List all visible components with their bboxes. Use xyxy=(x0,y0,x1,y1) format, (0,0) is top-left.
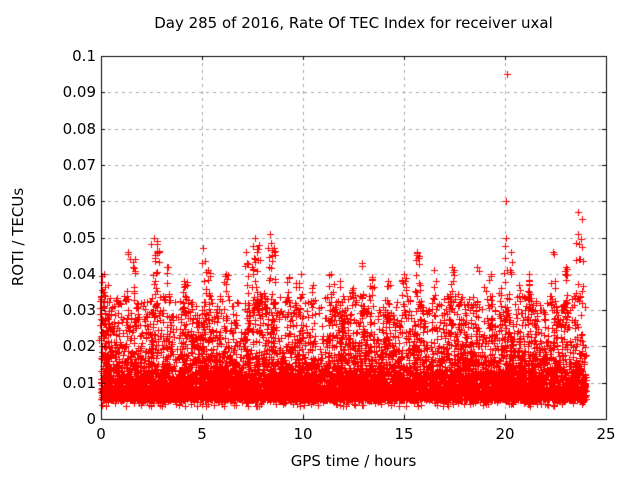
x-tick-label: 15 xyxy=(394,425,414,443)
y-tick-label: 0.05 xyxy=(62,229,96,247)
x-axis-label: GPS time / hours xyxy=(290,452,417,470)
x-tick-label: 10 xyxy=(293,425,313,443)
y-tick-label: 0.06 xyxy=(62,192,96,210)
chart-title: Day 285 of 2016, Rate Of TEC Index for r… xyxy=(154,14,553,32)
x-tick-label: 5 xyxy=(197,425,207,443)
y-tick-label: 0.02 xyxy=(62,337,96,355)
y-tick-label: 0.04 xyxy=(62,265,96,283)
y-tick-label: 0.1 xyxy=(72,47,96,65)
y-tick-label: 0.07 xyxy=(62,156,96,174)
y-tick-label: 0.09 xyxy=(62,83,96,101)
x-tick-label: 0 xyxy=(96,425,106,443)
y-tick-label: 0.01 xyxy=(62,374,96,392)
x-tick-label: 25 xyxy=(596,425,616,443)
y-tick-label: 0.03 xyxy=(62,301,96,319)
x-tick-label: 20 xyxy=(495,425,515,443)
y-tick-label: 0 xyxy=(86,410,96,428)
y-tick-label: 0.08 xyxy=(62,120,96,138)
